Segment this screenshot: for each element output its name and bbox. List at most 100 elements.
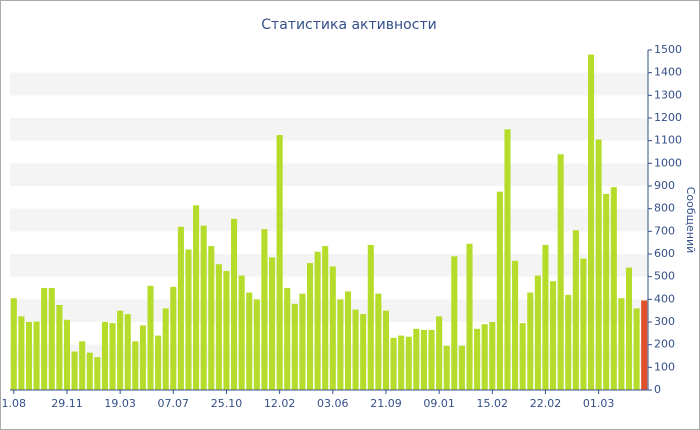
bar xyxy=(542,244,549,390)
x-tick-label: 21.09 xyxy=(370,397,402,410)
bar xyxy=(603,193,610,390)
bar xyxy=(443,345,450,390)
bar xyxy=(625,267,633,390)
bar xyxy=(610,187,617,390)
bar xyxy=(519,323,526,390)
bar xyxy=(33,321,40,390)
y-tick-label: 700 xyxy=(654,224,675,237)
bar xyxy=(466,243,473,390)
bar xyxy=(94,357,101,390)
bar xyxy=(458,345,465,390)
bar xyxy=(306,263,314,390)
x-tick-label: 12.02 xyxy=(264,397,296,410)
bar xyxy=(132,341,139,390)
bar xyxy=(86,352,93,390)
bar xyxy=(231,218,238,390)
y-tick-label: 1500 xyxy=(654,43,682,56)
bar xyxy=(56,305,63,390)
bar xyxy=(314,251,321,390)
bar xyxy=(413,328,420,390)
bar xyxy=(63,319,71,390)
bar xyxy=(428,329,435,390)
bar xyxy=(382,310,390,390)
bar xyxy=(534,275,541,390)
grid-band xyxy=(10,344,648,368)
bar xyxy=(170,286,177,390)
bar xyxy=(641,300,648,390)
bar xyxy=(291,303,298,390)
bar xyxy=(101,322,108,390)
bar xyxy=(344,291,352,390)
bar xyxy=(109,323,116,390)
bar xyxy=(352,309,359,390)
y-tick-label: 400 xyxy=(654,292,675,305)
bar xyxy=(162,308,169,390)
bar xyxy=(208,246,215,390)
bar xyxy=(117,310,124,390)
bar xyxy=(155,335,162,390)
grid-band xyxy=(10,118,648,141)
y-axis-label: Сообщений xyxy=(684,187,697,254)
bar xyxy=(329,266,336,390)
bar xyxy=(618,298,625,390)
y-tick-label: 1000 xyxy=(654,156,682,169)
bar xyxy=(527,292,534,390)
y-tick-label: 600 xyxy=(654,247,675,260)
bar xyxy=(200,225,207,390)
x-tick-label: 25.10 xyxy=(211,397,243,410)
x-tick-label: 07.07 xyxy=(158,397,190,410)
bar xyxy=(215,264,222,390)
y-tick-label: 1100 xyxy=(654,134,682,147)
bar xyxy=(512,260,519,390)
x-tick-label: 1.08 xyxy=(2,397,27,410)
x-tick-label: 22.02 xyxy=(530,397,562,410)
bar xyxy=(299,293,306,390)
y-tick-label: 1400 xyxy=(654,66,682,79)
bar xyxy=(550,281,557,390)
bar xyxy=(48,288,55,390)
bar xyxy=(504,129,511,391)
bar xyxy=(474,328,481,390)
bar xyxy=(284,288,291,390)
bar xyxy=(557,154,564,390)
bar xyxy=(633,308,640,390)
y-tick-label: 100 xyxy=(654,360,675,373)
bar xyxy=(177,226,184,390)
grid-band xyxy=(10,163,648,186)
bar xyxy=(147,285,154,390)
y-tick-label: 500 xyxy=(654,270,675,283)
x-tick-label: 01.03 xyxy=(583,397,615,410)
bar xyxy=(223,271,230,390)
y-tick-label: 800 xyxy=(654,202,675,215)
bar xyxy=(489,322,496,390)
bar xyxy=(367,244,374,390)
chart-title: Статистика активности xyxy=(261,17,436,33)
bar xyxy=(253,299,260,390)
bar xyxy=(124,314,131,390)
grid-band xyxy=(10,254,648,277)
grid-band xyxy=(10,72,648,96)
bar xyxy=(185,249,192,390)
y-tick-label: 1200 xyxy=(654,111,682,124)
bar xyxy=(10,298,17,390)
grid-band xyxy=(10,299,648,322)
bar xyxy=(572,230,579,390)
y-tick-label: 0 xyxy=(654,383,661,396)
bar xyxy=(139,325,146,390)
y-tick-label: 300 xyxy=(654,315,675,328)
bar xyxy=(420,329,427,390)
bar xyxy=(496,191,503,390)
x-tick-label: 15.02 xyxy=(477,397,509,410)
bar xyxy=(71,351,78,390)
bar xyxy=(390,337,397,390)
bar xyxy=(18,316,25,390)
bar xyxy=(337,299,344,390)
bar xyxy=(238,275,245,390)
bar xyxy=(375,293,382,390)
grid-band xyxy=(10,208,648,232)
bar xyxy=(276,135,283,390)
bar xyxy=(360,314,367,390)
bar xyxy=(398,335,405,390)
bar xyxy=(193,205,200,390)
x-tick-label: 19.03 xyxy=(104,397,136,410)
